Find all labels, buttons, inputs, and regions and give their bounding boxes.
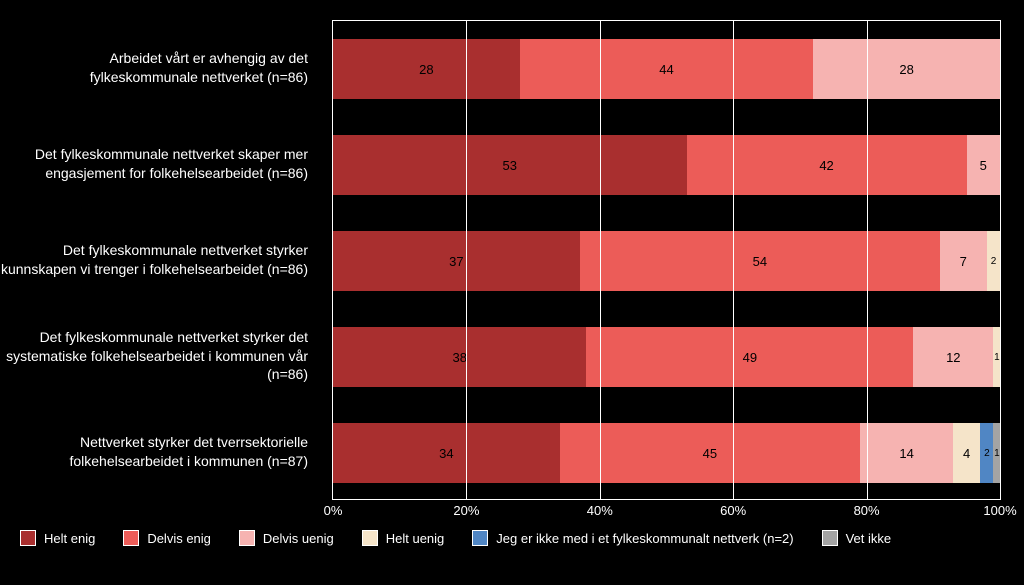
legend-swatch [20,530,36,546]
legend-label: Vet ikke [846,531,892,546]
bar-row: 3849121 [333,327,1000,387]
gridline [466,21,467,499]
gridline [600,21,601,499]
legend-label: Delvis uenig [263,531,334,546]
gridline [733,21,734,499]
legend-item: Vet ikke [822,530,892,546]
category-label: Det fylkeskommunale nettverket styrker k… [0,232,320,288]
category-labels: Arbeidet vårt er avhengig av det fylkesk… [0,20,320,500]
category-label: Det fylkeskommunale nettverket skaper me… [0,136,320,192]
legend-label: Jeg er ikke med i et fylkeskommunalt net… [496,531,793,546]
legend-swatch [472,530,488,546]
category-label: Arbeidet vårt er avhengig av det fylkesk… [0,40,320,96]
bar-segment: 12 [913,327,993,387]
bar-row: 375472 [333,231,1000,291]
legend-item: Delvis enig [123,530,211,546]
category-label: Nettverket styrker det tverrsektorielle … [0,424,320,480]
legend-swatch [362,530,378,546]
bar-segment: 1 [993,423,1000,483]
bar-segment: 54 [580,231,940,291]
legend-item: Helt uenig [362,530,445,546]
bar-segment: 2 [987,231,1000,291]
bar-segment: 28 [333,39,520,99]
bar-segment: 45 [560,423,860,483]
bar-segment: 44 [520,39,813,99]
bar-segment: 53 [333,135,687,195]
bar-segment: 49 [586,327,913,387]
bar-segment: 7 [940,231,987,291]
bar-row: 53425 [333,135,1000,195]
legend-label: Helt enig [44,531,95,546]
bar-segment: 37 [333,231,580,291]
legend-swatch [822,530,838,546]
bar-segment: 5 [967,135,1000,195]
bar-segment: 34 [333,423,560,483]
bar-segment: 4 [953,423,980,483]
bar-row: 344514421 [333,423,1000,483]
x-axis-tick-label: 80% [847,503,887,518]
x-axis-tick-label: 100% [980,503,1020,518]
legend-swatch [123,530,139,546]
bar-segment: 2 [980,423,993,483]
bars-layer: 284428534253754723849121344514421 [333,21,1000,499]
legend-label: Helt uenig [386,531,445,546]
legend-item: Delvis uenig [239,530,334,546]
plot-area: 284428534253754723849121344514421 0%20%4… [332,20,1001,500]
legend-item: Helt enig [20,530,95,546]
x-axis-tick-label: 60% [713,503,753,518]
bar-segment: 28 [813,39,1000,99]
bar-segment: 42 [687,135,967,195]
legend-item: Jeg er ikke med i et fylkeskommunalt net… [472,530,793,546]
bar-segment: 14 [860,423,953,483]
bar-segment: 1 [993,327,1000,387]
stacked-bar-chart: 284428534253754723849121344514421 0%20%4… [0,0,1024,585]
bar-segment: 38 [333,327,586,387]
gridline [867,21,868,499]
bar-row: 284428 [333,39,1000,99]
legend-swatch [239,530,255,546]
x-axis-tick-label: 40% [580,503,620,518]
legend: Helt enig Delvis enig Delvis uenig Helt uen… [20,530,1004,546]
legend-label: Delvis enig [147,531,211,546]
x-axis-tick-label: 0% [313,503,353,518]
x-axis-tick-label: 20% [446,503,486,518]
category-label: Det fylkeskommunale nettverket styrker d… [0,328,320,384]
